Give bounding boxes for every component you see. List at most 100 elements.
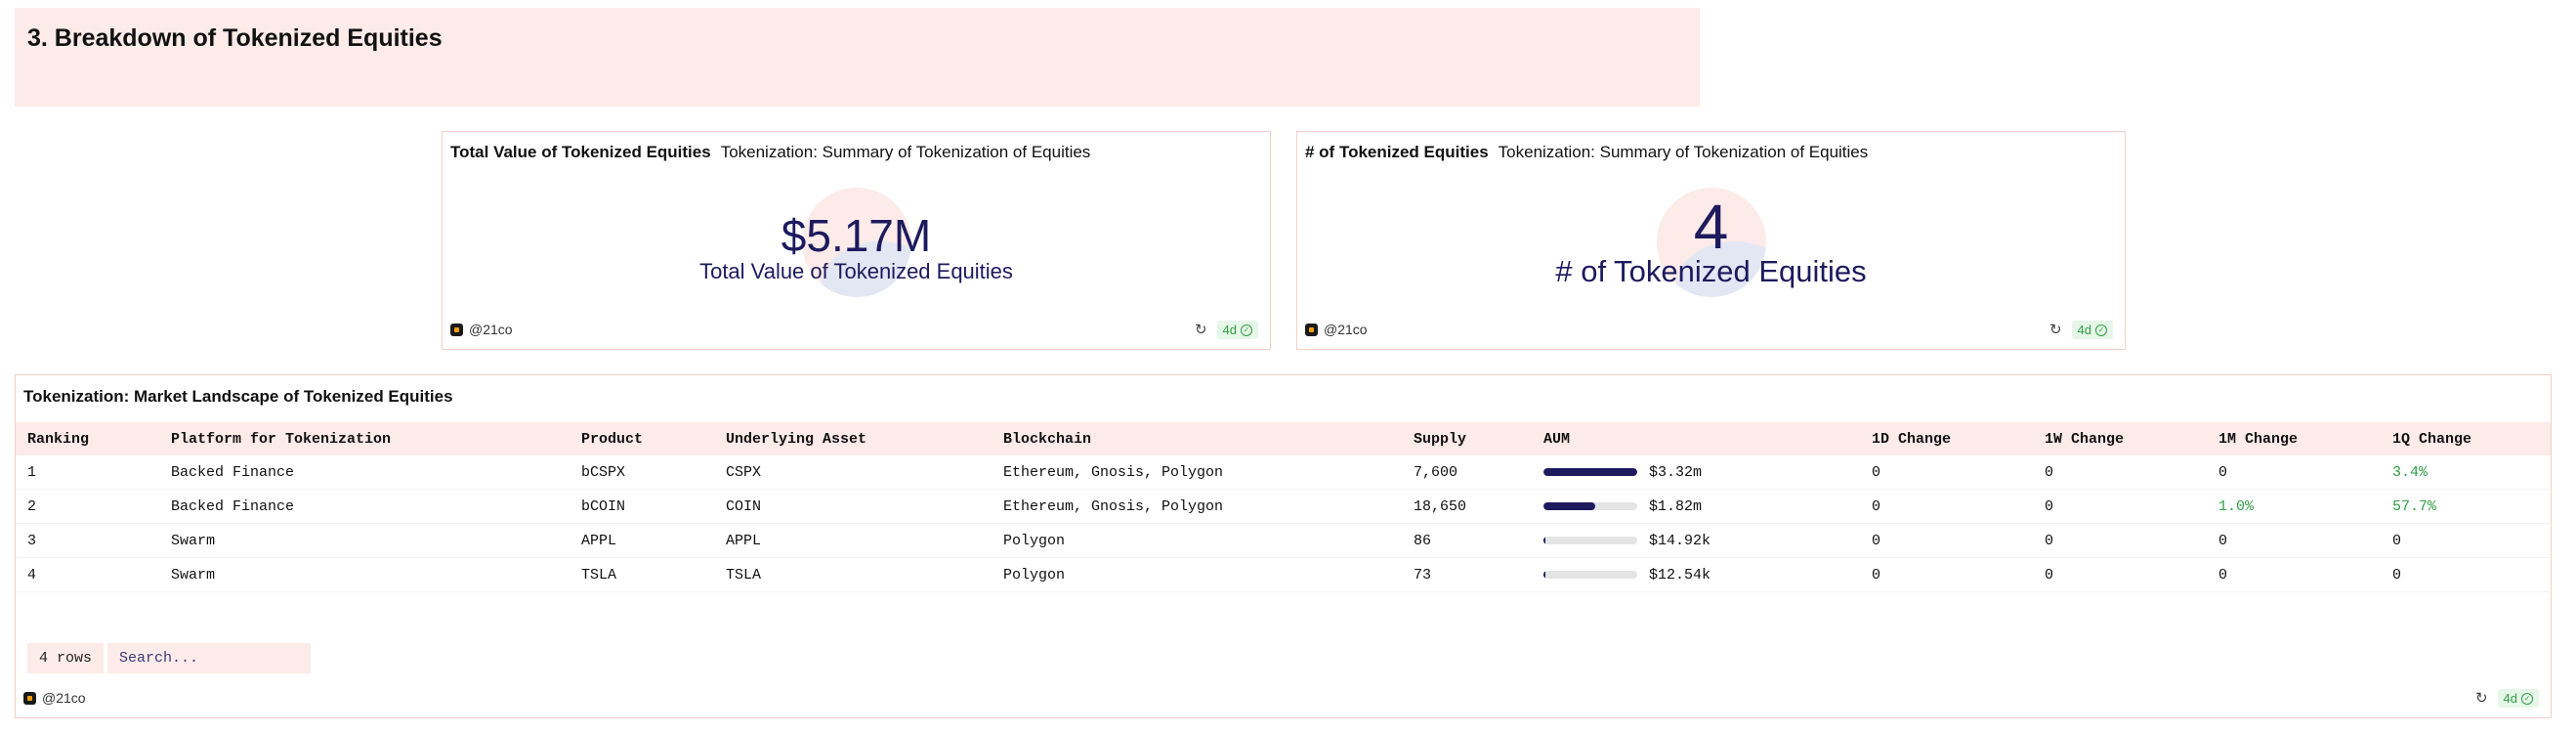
cell-aum: $1.82m	[1532, 489, 1860, 524]
cell-1d-change: 0	[1860, 523, 2033, 558]
cell-1q-change: 57.7%	[2381, 489, 2551, 524]
refresh-icon[interactable]: ↻	[2474, 690, 2488, 707]
aum-cell-content: $1.82m	[1543, 490, 1860, 523]
column-header-1q-change[interactable]: 1Q Change	[2392, 430, 2472, 448]
check-circle-icon: ✓	[2521, 692, 2533, 705]
counter-value: 4	[1693, 192, 1729, 262]
counter-card-count: # of Tokenized Equities Tokenization: Sum…	[1296, 131, 2126, 350]
row-count: 4 rows	[27, 643, 105, 673]
cell-1w-change: 0	[2033, 523, 2207, 558]
age-text: 4d	[1222, 323, 1237, 337]
owner-name: @21co	[469, 322, 513, 337]
refresh-icon[interactable]: ↻	[1194, 322, 1207, 338]
column-header-ranking[interactable]: Ranking	[27, 430, 90, 448]
counter-background	[1656, 188, 1766, 297]
aum-cell-content: $12.54k	[1543, 558, 1860, 591]
aum-value: $3.32m	[1649, 463, 1703, 481]
cell-1w-change: 0	[2033, 489, 2207, 524]
market-landscape-table: Ranking Platform for Tokenization Produc…	[16, 422, 2551, 592]
owner-name: @21co	[1324, 322, 1368, 337]
cell-platform: Swarm	[159, 523, 570, 558]
cell-product: TSLA	[570, 557, 714, 592]
column-header-underlying-asset[interactable]: Underlying Asset	[726, 430, 867, 448]
cell-ranking: 1	[16, 455, 159, 490]
table-header-row: Ranking Platform for Tokenization Produc…	[16, 422, 2551, 455]
column-header-platform[interactable]: Platform for Tokenization	[171, 430, 392, 448]
column-header-aum[interactable]: AUM	[1543, 430, 1571, 448]
table-title[interactable]: Tokenization: Market Landscape of Tokeni…	[23, 387, 453, 406]
column-header-1d-change[interactable]: 1D Change	[1872, 430, 1952, 448]
aum-bar-fill	[1543, 468, 1637, 476]
freshness-badge: 4d ✓	[2497, 689, 2539, 708]
search-input[interactable]	[107, 643, 311, 673]
owner-name: @21co	[42, 690, 86, 706]
cell-ranking: 3	[16, 523, 159, 558]
column-header-1w-change[interactable]: 1W Change	[2045, 430, 2125, 448]
aum-bar-track	[1543, 468, 1637, 476]
card-title[interactable]: # of Tokenized Equities	[1305, 143, 1489, 161]
column-header-blockchain[interactable]: Blockchain	[1003, 430, 1092, 448]
aum-cell-content: $14.92k	[1543, 524, 1860, 557]
cell-platform: Backed Finance	[159, 489, 570, 524]
cell-1m-change: 1.0%	[2207, 489, 2381, 524]
column-header-product[interactable]: Product	[581, 430, 644, 448]
table-row: 4 Swarm TSLA TSLA Polygon 73 $12.54k 0 0 0 0	[16, 557, 2551, 592]
table-row: 3 Swarm APPL APPL Polygon 86 $14.92k 0 0 0 0	[16, 523, 2551, 558]
age-text: 4d	[2077, 323, 2091, 337]
column-header-supply[interactable]: Supply	[1414, 430, 1467, 448]
card-owner[interactable]: @21co	[23, 690, 86, 706]
cell-supply: 18,650	[1402, 489, 1532, 524]
card-subtitle[interactable]: Tokenization: Summary of Tokenization of…	[1498, 143, 1869, 161]
column-header-1m-change[interactable]: 1M Change	[2218, 430, 2299, 448]
freshness-badge: 4d ✓	[1216, 321, 1258, 339]
cell-1m-change: 0	[2207, 455, 2381, 490]
check-circle-icon: ✓	[1241, 324, 1252, 336]
refresh-icon[interactable]: ↻	[2048, 322, 2062, 338]
cell-1m-change: 0	[2207, 523, 2381, 558]
aum-bar-fill	[1543, 537, 1545, 544]
cell-product: APPL	[570, 523, 714, 558]
cell-blockchain: Ethereum, Gnosis, Polygon	[992, 489, 1402, 524]
cell-1q-change: 3.4%	[2381, 455, 2551, 490]
card-owner[interactable]: @21co	[450, 322, 513, 337]
section-header: 3. Breakdown of Tokenized Equities	[15, 8, 1700, 107]
card-title[interactable]: Total Value of Tokenized Equities	[450, 143, 711, 161]
aum-bar-track	[1543, 537, 1637, 544]
cell-1m-change: 0	[2207, 557, 2381, 592]
aum-bar-fill	[1543, 502, 1595, 510]
cell-platform: Swarm	[159, 557, 570, 592]
card-owner[interactable]: @21co	[1305, 322, 1368, 337]
counter-card-total-value: Total Value of Tokenized Equities Tokeniz…	[442, 131, 1271, 350]
owner-logo-icon	[23, 691, 36, 705]
cell-aum: $14.92k	[1532, 523, 1860, 558]
aum-cell-content: $3.32m	[1543, 455, 1860, 489]
owner-logo-icon	[450, 323, 463, 336]
cell-supply: 73	[1402, 557, 1532, 592]
card-subtitle[interactable]: Tokenization: Summary of Tokenization of…	[720, 143, 1091, 161]
aum-value: $12.54k	[1649, 566, 1711, 583]
cell-underlying-asset: COIN	[714, 489, 992, 524]
counter-label: # of Tokenized Equities	[1555, 254, 1867, 288]
cell-1d-change: 0	[1860, 455, 2033, 490]
aum-value: $1.82m	[1649, 497, 1703, 515]
freshness-badge: 4d ✓	[2071, 321, 2113, 339]
market-landscape-table-card: Tokenization: Market Landscape of Tokeni…	[15, 374, 2552, 718]
card-footer-actions: ↻ 4d ✓	[2475, 689, 2539, 708]
cell-product: bCSPX	[570, 455, 714, 490]
cell-1d-change: 0	[1860, 557, 2033, 592]
card-header: Total Value of Tokenized Equities Tokeniz…	[450, 143, 1090, 162]
cell-product: bCOIN	[570, 489, 714, 524]
cell-underlying-asset: CSPX	[714, 455, 992, 490]
counter-label: Total Value of Tokenized Equities	[699, 259, 1013, 283]
cell-aum: $12.54k	[1532, 557, 1860, 592]
counter-background	[801, 188, 911, 297]
cell-1w-change: 0	[2033, 455, 2207, 490]
aum-bar-fill	[1543, 571, 1545, 579]
card-footer-actions: ↻ 4d ✓	[2049, 321, 2113, 339]
aum-value: $14.92k	[1649, 532, 1711, 549]
cell-supply: 86	[1402, 523, 1532, 558]
card-header: # of Tokenized Equities Tokenization: Sum…	[1305, 143, 1868, 162]
table-row: 2 Backed Finance bCOIN COIN Ethereum, Gnosis…	[16, 489, 2551, 524]
cell-1w-change: 0	[2033, 557, 2207, 592]
aum-bar-track	[1543, 571, 1637, 579]
